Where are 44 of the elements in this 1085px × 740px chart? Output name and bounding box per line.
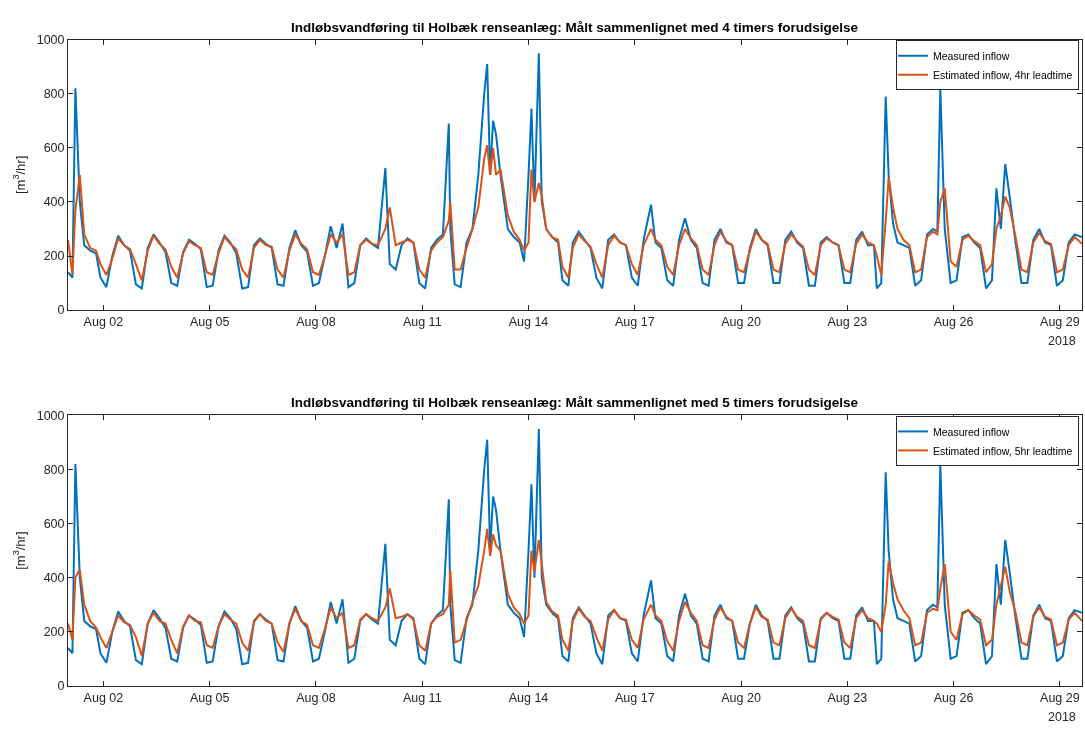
x-tick-label: Aug 05 (189, 315, 230, 330)
text: 2018 (1048, 710, 1076, 724)
text: 2018 (1048, 334, 1076, 348)
y-tick-label: 600 (43, 141, 65, 156)
line-series (68, 527, 1082, 658)
y-tick-label: 400 (43, 571, 65, 586)
x-tick-label: Aug 26 (933, 315, 974, 330)
x-tick-label: Aug 14 (508, 315, 549, 330)
line-series (68, 144, 1082, 282)
y-tick-label: 800 (43, 87, 65, 102)
x-tick-label: Aug 20 (721, 690, 761, 705)
x-tick-label: Aug 02 (83, 690, 124, 705)
x-tick-label: Aug 17 (614, 690, 655, 705)
legend-label: Estimated inflow, 5hr leadtime (932, 444, 1073, 457)
x-tick-label: Aug 17 (614, 315, 655, 330)
y-tick-label: 1000 (36, 33, 65, 48)
x-tick-label: Aug 11 (402, 690, 442, 705)
x-tick-label: Aug 29 (1040, 315, 1080, 330)
chart-title: Indløbsvandføring til Holbæk renseanlæg: Målt sammenlignet med 5 timers forudsigelse (291, 395, 859, 410)
x-tick-label: Aug 23 (827, 690, 868, 705)
line-series (68, 427, 1082, 666)
y-tick-label: 0 (57, 679, 65, 694)
y-tick-label: 600 (43, 516, 65, 531)
x-tick-label: Aug 11 (402, 315, 442, 330)
line-series (68, 52, 1082, 290)
x-tick-label: Aug 05 (189, 690, 230, 705)
legend-label: Measured inflow (932, 49, 1010, 62)
x-tick-label: Aug 08 (296, 315, 336, 330)
y-tick-label: 1000 (36, 408, 65, 423)
x-tick-label: Aug 08 (296, 690, 336, 705)
x-tick-label: Aug 29 (1040, 690, 1080, 705)
x-tick-label: Aug 14 (508, 690, 549, 705)
chart-title: Indløbsvandføring til Holbæk renseanlæg: Målt sammenlignet med 4 timers forudsigelse (291, 20, 859, 35)
legend-label: Estimated inflow, 4hr leadtime (932, 68, 1073, 81)
y-tick-label: 0 (57, 303, 65, 318)
x-tick-label: Aug 20 (721, 315, 761, 330)
y-tick-label: 400 (43, 195, 65, 210)
y-tick-label: 800 (43, 462, 65, 477)
legend-label: Measured inflow (932, 425, 1010, 438)
y-tick-label: 200 (43, 625, 65, 640)
x-tick-label: Aug 02 (83, 315, 124, 330)
x-tick-label: Aug 26 (933, 690, 974, 705)
y-tick-label: 200 (43, 249, 65, 264)
x-tick-label: Aug 23 (827, 315, 868, 330)
